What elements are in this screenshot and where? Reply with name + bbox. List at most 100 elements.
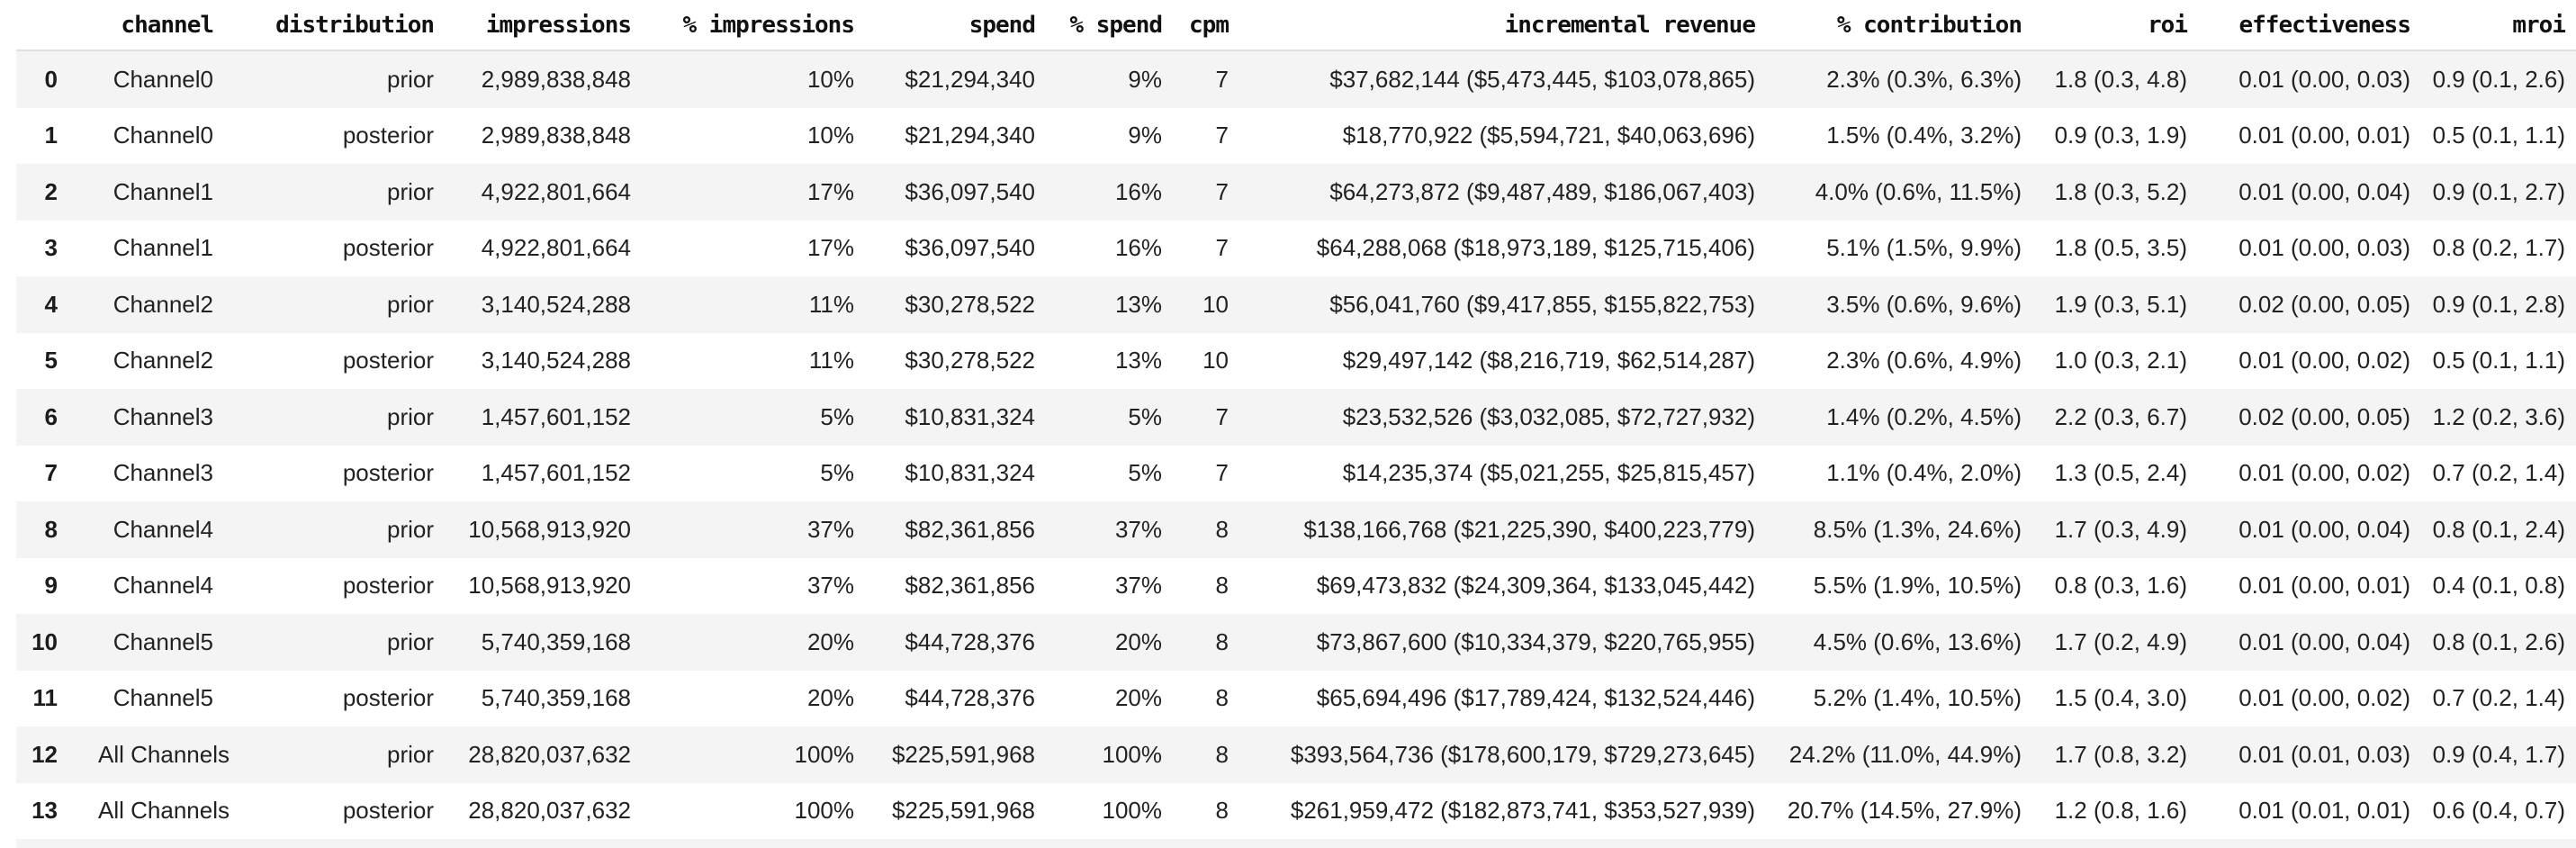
cell-pct-contribution	[1773, 839, 2040, 848]
cell-distribution: posterior	[342, 347, 434, 374]
cell-cpm: 8	[1215, 740, 1229, 768]
table-row: 9 Channel4 posterior 10,568,913,920 37% …	[16, 558, 2576, 615]
cell-mroi: 0.8 (0.1, 2.4)	[2432, 515, 2565, 543]
cell-roi: 1.8 (0.3, 4.8)	[2054, 65, 2187, 93]
cell-incremental-revenue: $64,288,068 ($18,973,189, $125,715,406)	[1316, 234, 1755, 262]
cell-distribution: prior	[386, 740, 434, 768]
cell-impressions: 1,457,601,152	[481, 459, 631, 487]
cell-distribution: prior	[386, 177, 434, 205]
cell-channel: Channel0	[113, 122, 213, 149]
cell-cpm: 7	[1215, 122, 1229, 149]
cell-incremental-revenue: $69,473,832 ($24,309,364, $133,045,442)	[1316, 572, 1755, 600]
cell-mroi: 0.6 (0.4, 0.7)	[2432, 797, 2565, 825]
cell-pct-spend: 100%	[1102, 797, 1163, 825]
row-index: 11	[32, 684, 59, 712]
cell-roi: 1.3 (0.5, 2.4)	[2054, 459, 2187, 487]
cell-effectiveness: 0.01 (0.00, 0.04)	[2238, 627, 2410, 655]
cell-distribution: posterior	[342, 459, 434, 487]
cell-spend	[872, 839, 1053, 848]
cell-effectiveness: 0.01 (0.00, 0.02)	[2238, 347, 2410, 374]
row-index: 6	[44, 402, 58, 430]
cell-cpm: 8	[1215, 515, 1229, 543]
cell-pct-spend: 5%	[1128, 402, 1162, 430]
cell-channel: Channel0	[113, 65, 213, 93]
cell-impressions: 1,457,601,152	[481, 402, 631, 430]
cell-impressions: 5,740,359,168	[481, 627, 631, 655]
cell-channel: Channel3	[113, 459, 213, 487]
cell-channel: Channel4	[113, 515, 213, 543]
cell-pct-impressions: 37%	[806, 572, 854, 600]
table-row: 8 Channel4 prior 10,568,913,920 37% $82,…	[16, 501, 2576, 558]
cell-pct-spend: 13%	[1114, 290, 1162, 318]
cell-distribution	[231, 839, 452, 848]
cell-spend: $82,361,856	[905, 515, 1035, 543]
cell-cpm: 8	[1215, 797, 1229, 825]
cell-effectiveness: 0.01 (0.00, 0.02)	[2238, 684, 2410, 712]
cell-pct-impressions: 17%	[806, 177, 854, 205]
cell-spend: $44,728,376	[905, 684, 1035, 712]
cell-pct-spend: 20%	[1114, 627, 1162, 655]
column-header-index	[16, 0, 98, 51]
cell-mroi: 0.4 (0.1, 0.8)	[2432, 572, 2565, 600]
cell-spend: $21,294,340	[905, 65, 1035, 93]
cell-spend: $30,278,522	[905, 347, 1035, 374]
cell-pct-contribution: 2.3% (0.6%, 4.9%)	[1826, 347, 2022, 374]
row-index: 7	[44, 459, 58, 487]
cell-pct-impressions: 11%	[808, 347, 854, 374]
cell-roi: 0.8 (0.3, 1.6)	[2054, 572, 2187, 600]
cell-roi: 1.7 (0.8, 3.2)	[2054, 740, 2187, 768]
cell-pct-impressions: 37%	[806, 515, 854, 543]
table-row: 11 Channel5 posterior 5,740,359,168 20% …	[16, 671, 2576, 727]
cell-pct-impressions: 10%	[806, 65, 854, 93]
cell-cpm: 10	[1202, 290, 1229, 318]
table-row: 1 Channel0 posterior 2,989,838,848 10% $…	[16, 108, 2576, 165]
cell-pct-contribution: 1.5% (0.4%, 3.2%)	[1826, 122, 2022, 149]
column-header-channel: channel	[98, 0, 231, 51]
cell-cpm: 7	[1215, 65, 1229, 93]
cell-effectiveness: 0.01 (0.00, 0.03)	[2238, 65, 2410, 93]
column-header-impressions: impressions	[452, 0, 649, 51]
table-row: 12 All Channels prior 28,820,037,632 100…	[16, 726, 2576, 783]
cell-effectiveness: 0.01 (0.01, 0.03)	[2238, 740, 2410, 768]
column-header-distribution: distribution	[231, 0, 452, 51]
cell-pct-spend: 13%	[1114, 347, 1162, 374]
cell-effectiveness: 0.02 (0.00, 0.05)	[2238, 402, 2410, 430]
cell-pct-contribution: 24.2% (11.0%, 44.9%)	[1788, 740, 2022, 768]
cell-incremental-revenue: $261,959,472 ($182,873,741, $353,527,939…	[1290, 797, 1755, 825]
table-row: 13 All Channels posterior 28,820,037,632…	[16, 783, 2576, 840]
cell-roi: 1.9 (0.3, 5.1)	[2054, 290, 2187, 318]
table-row: 4 Channel2 prior 3,140,524,288 11% $30,2…	[16, 276, 2576, 333]
cell-incremental-revenue: $65,694,496 ($17,789,424, $132,524,446)	[1316, 684, 1755, 712]
cell-cpm	[1180, 839, 1247, 848]
cell-roi: 0.9 (0.3, 1.9)	[2054, 122, 2187, 149]
table-row: 6 Channel3 prior 1,457,601,152 5% $10,83…	[16, 389, 2576, 446]
cell-spend: $225,591,968	[891, 740, 1035, 768]
cell-impressions: 3,140,524,288	[481, 347, 631, 374]
table-row: 10 Channel5 prior 5,740,359,168 20% $44,…	[16, 614, 2576, 671]
row-index: 3	[44, 234, 58, 262]
cell-pct-contribution: 4.5% (0.6%, 13.6%)	[1813, 627, 2022, 655]
cell-cpm: 8	[1215, 627, 1229, 655]
cell-cpm: 10	[1202, 347, 1229, 374]
cell-impressions: 2,989,838,848	[481, 65, 631, 93]
cell-pct-spend: 37%	[1114, 515, 1162, 543]
cell-effectiveness	[2205, 839, 2428, 848]
cell-mroi: 0.9 (0.4, 1.7)	[2432, 740, 2565, 768]
cell-pct-impressions	[649, 839, 872, 848]
table-row: 7 Channel3 posterior 1,457,601,152 5% $1…	[16, 446, 2576, 502]
cell-mroi: 0.7 (0.2, 1.4)	[2432, 684, 2565, 712]
cell-distribution: prior	[386, 627, 434, 655]
row-index: 10	[32, 627, 58, 655]
cell-distribution: posterior	[342, 572, 434, 600]
cell-channel: Channel3	[113, 402, 213, 430]
cell-mroi: 1.2 (0.2, 3.6)	[2432, 402, 2565, 430]
column-header-pct-contribution: % contribution	[1773, 0, 2040, 51]
cell-spend: $36,097,540	[905, 234, 1035, 262]
row-index: 9	[44, 572, 58, 600]
cell-impressions: 28,820,037,632	[468, 740, 631, 768]
cell-pct-contribution: 8.5% (1.3%, 24.6%)	[1813, 515, 2022, 543]
cell-pct-impressions: 20%	[806, 684, 854, 712]
cell-distribution: prior	[386, 290, 434, 318]
cell-impressions: 10,568,913,920	[468, 515, 631, 543]
row-index: 5	[44, 347, 58, 374]
